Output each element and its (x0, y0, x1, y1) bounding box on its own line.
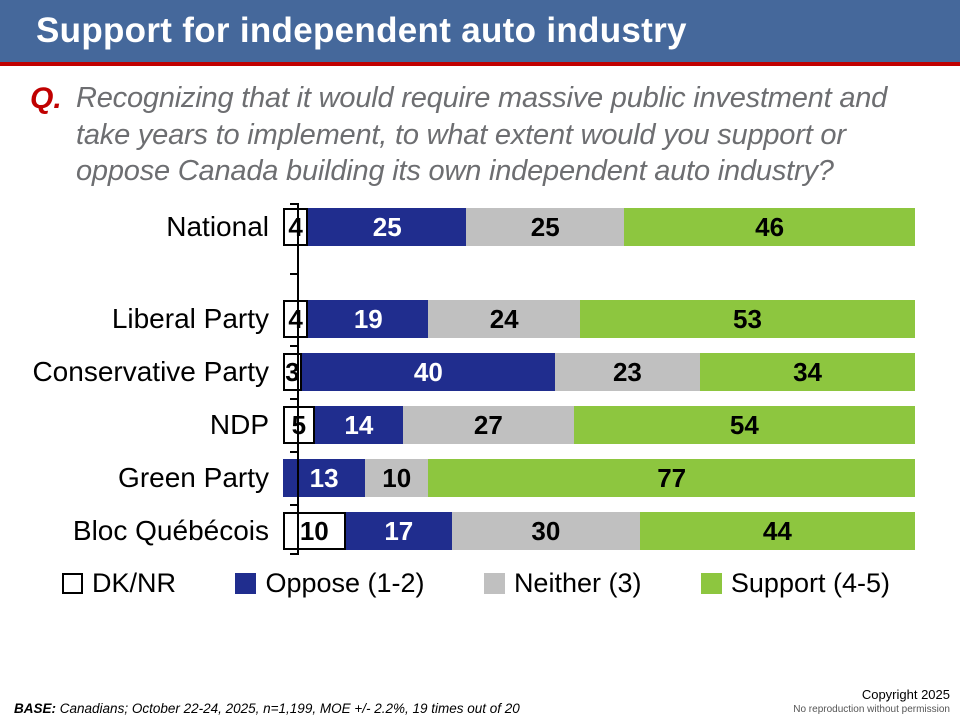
base-text: Canadians; October 22-24, 2025, n=1,199,… (56, 701, 520, 716)
bar-segment: 44 (639, 511, 915, 550)
red-divider (0, 62, 960, 66)
chart-rows: National 4 25 25 46 Liberal Party 4 19 24 53 Conse… (0, 207, 915, 550)
stacked-bar: 13 10 77 (283, 458, 915, 497)
category-label: Liberal Party (111, 302, 269, 334)
question-mark: Q. (30, 82, 62, 115)
copyright-line1: Copyright 2025 (861, 687, 950, 703)
axis-tick (290, 504, 299, 507)
bar-segment: 19 (308, 299, 429, 338)
legend-label: Support (4-5) (730, 567, 890, 598)
bar-segment: 14 (314, 405, 404, 444)
legend-item: Support (4-5) (700, 567, 890, 599)
stacked-bar: 3 40 23 34 (283, 352, 915, 391)
chart-row: Bloc Québécois 10 17 30 44 (0, 511, 915, 550)
legend-item: DK/NR (62, 568, 176, 599)
page-title: Support for independent auto industry (36, 11, 687, 50)
stacked-bar: 4 19 24 53 (283, 299, 915, 338)
bar-segment: 25 (466, 207, 625, 246)
stacked-bar: 4 25 25 46 (283, 207, 915, 246)
bar-segment: 27 (403, 405, 574, 444)
base-label: BASE: (14, 701, 57, 716)
bar-segment: 53 (580, 299, 915, 338)
bar-segment: 4 (283, 299, 309, 338)
bar-segment: 4 (283, 207, 309, 246)
axis-tick (290, 398, 299, 401)
bar-chart: National 4 25 25 46 Liberal Party 4 19 24 53 Conse… (0, 202, 915, 555)
stacked-bar: 5142754 (283, 405, 915, 444)
legend-label: Oppose (1-2) (265, 567, 425, 598)
chart-legend: DK/NR Oppose (1-2) Neither (3) Support (4-5… (62, 568, 890, 599)
chart-axis (290, 202, 299, 555)
bar-segment: 10 (365, 458, 429, 497)
bar-segment: 34 (700, 352, 915, 391)
legend-swatch (483, 572, 505, 594)
legend-swatch (700, 572, 722, 594)
category-label: Conservative Party (32, 355, 269, 387)
bar-segment: 13 (283, 458, 366, 497)
category-label: Bloc Québécois (72, 514, 269, 546)
bar-segment: 23 (554, 352, 701, 391)
title-bar: Support for independent auto industry (0, 0, 960, 62)
chart-row: Conservative Party 3 40 23 34 (0, 352, 915, 391)
legend-item: Neither (3) (483, 567, 642, 599)
legend-item: Oppose (1-2) (235, 567, 425, 599)
bar-segment: 54 (573, 405, 915, 444)
legend-label: Neither (3) (513, 567, 642, 598)
footer: BASE: Canadians; October 22-24, 2025, n=… (0, 687, 960, 718)
bar-segment: 25 (308, 207, 467, 246)
category-label: National (166, 210, 269, 242)
axis-tick (290, 202, 299, 205)
legend-swatch (235, 572, 257, 594)
bar-segment: 46 (624, 207, 915, 246)
bar-segment: 3 (283, 352, 302, 391)
chart-row: NDP 5142754 (0, 405, 915, 444)
category-label: Green Party (118, 461, 269, 493)
question-block: Q. Recognizing that it would require mas… (0, 66, 960, 194)
copyright-line2: No reproduction without permission (793, 703, 950, 715)
stacked-bar: 10 17 30 44 (283, 511, 915, 550)
bar-segment: 30 (451, 511, 640, 550)
axis-tick (290, 552, 299, 555)
chart-row: National 4 25 25 46 (0, 207, 915, 246)
bar-segment: 77 (428, 458, 915, 497)
chart-row: Green Party 13 10 77 (0, 458, 915, 497)
axis-tick (290, 345, 299, 348)
bar-segment: 17 (345, 511, 452, 550)
axis-tick (290, 272, 299, 275)
copyright: Copyright 2025 No reproduction without p… (793, 687, 950, 716)
bar-segment: 40 (301, 352, 555, 391)
question-text: Recognizing that it would require massiv… (76, 82, 888, 188)
bar-segment: 24 (428, 299, 581, 338)
axis-tick (290, 451, 299, 454)
legend-swatch (62, 572, 83, 594)
chart-row: Liberal Party 4 19 24 53 (0, 299, 915, 338)
bar-segment: 10 (283, 511, 346, 550)
category-label: NDP (209, 408, 269, 440)
legend-label: DK/NR (92, 567, 177, 598)
base-note: BASE: Canadians; October 22-24, 2025, n=… (14, 701, 520, 716)
